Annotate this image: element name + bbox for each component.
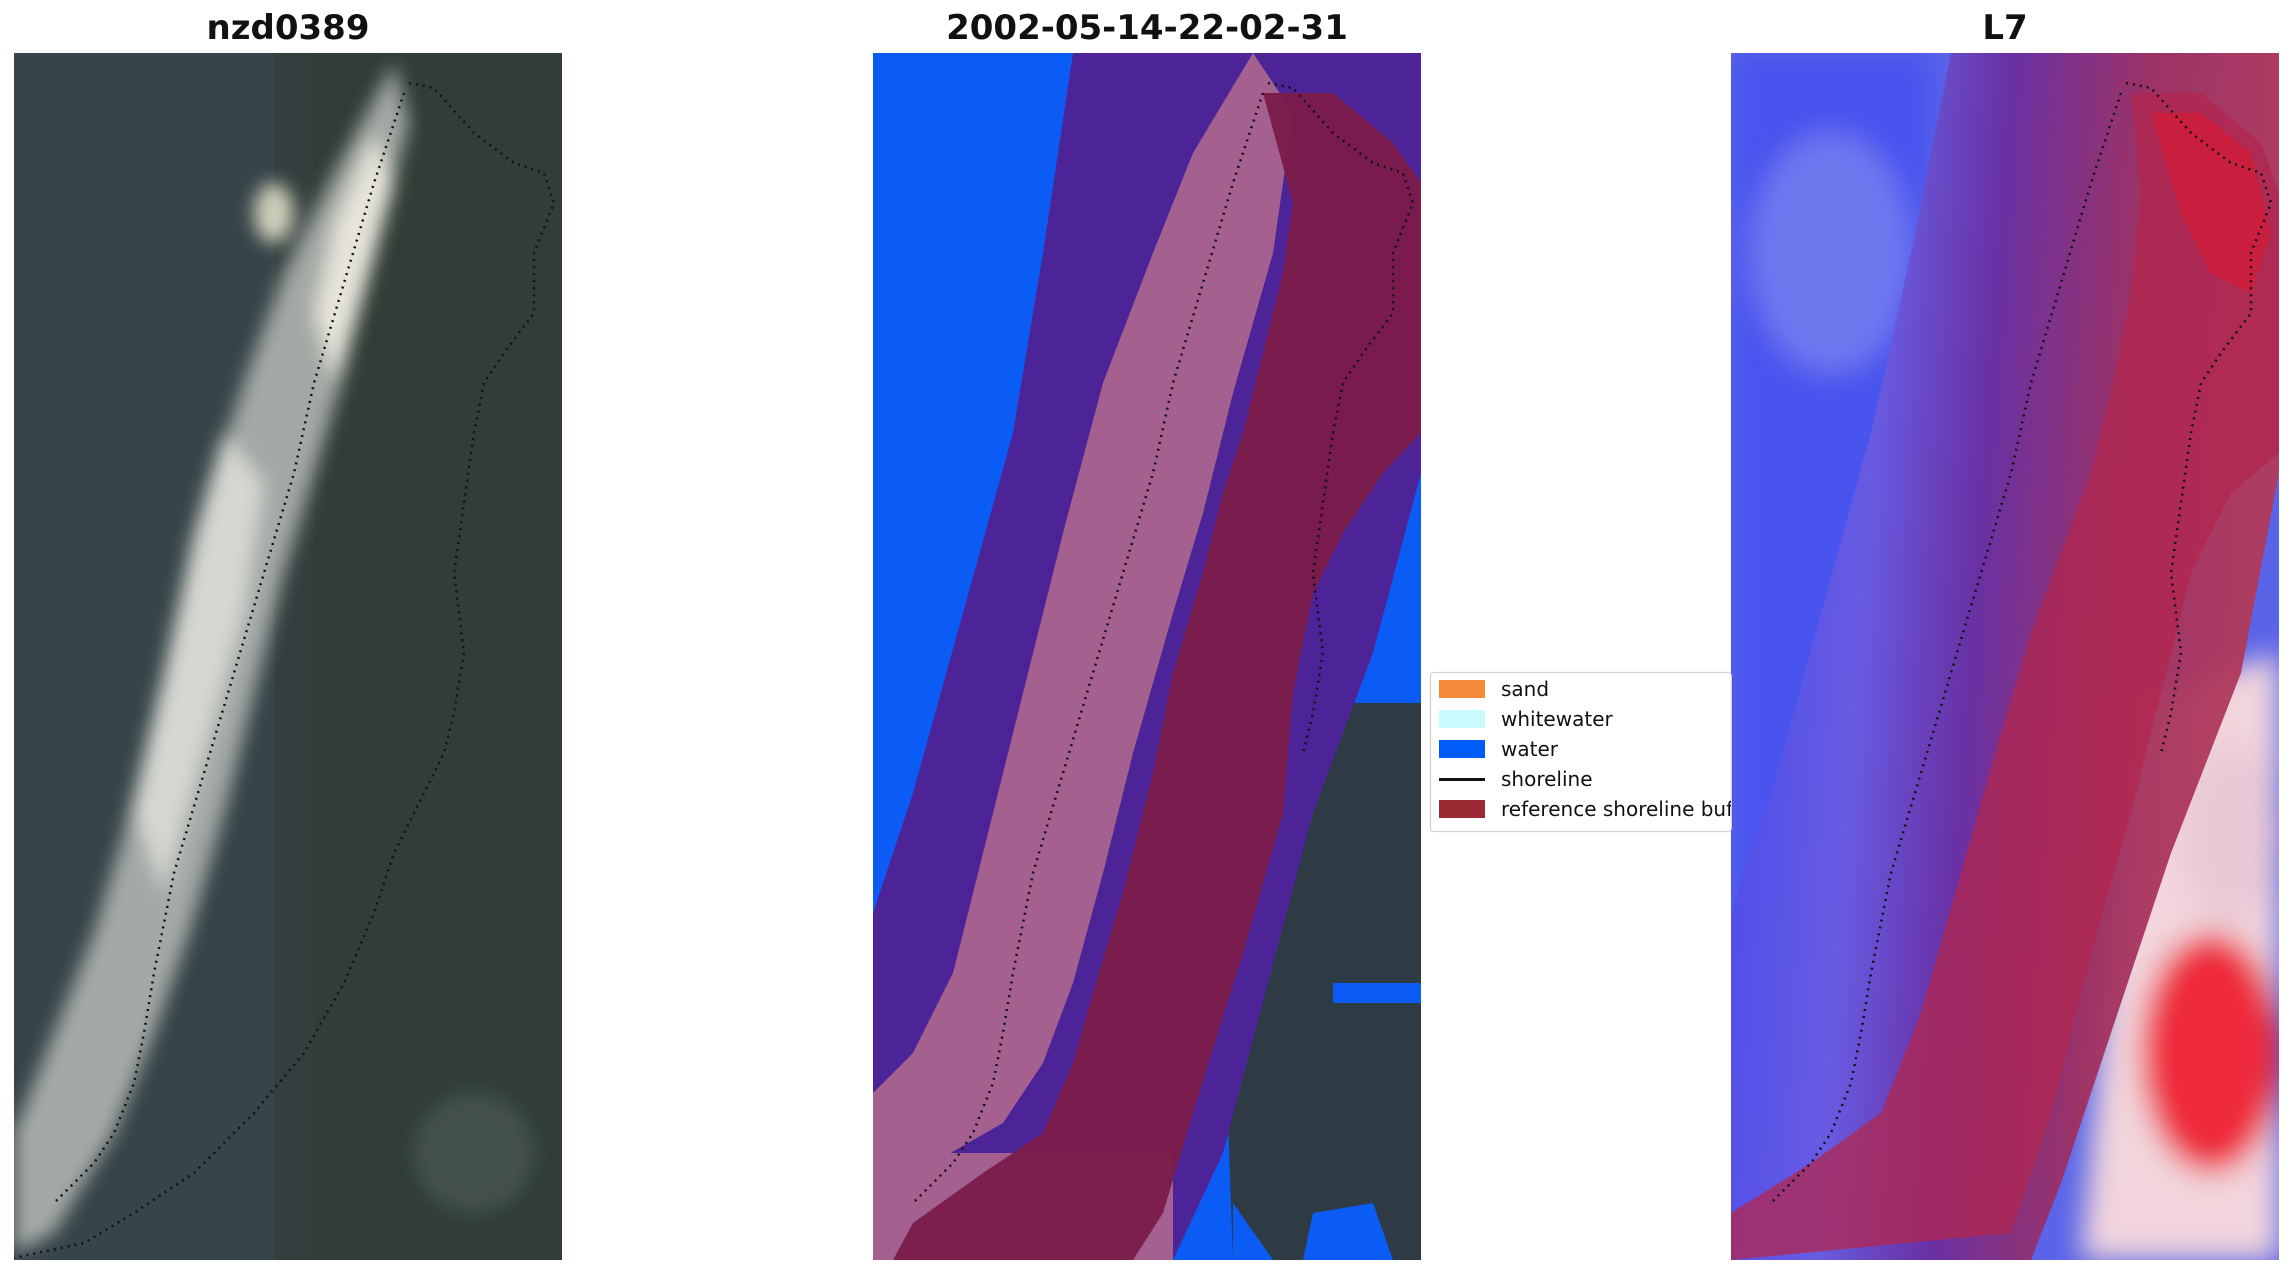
- legend-item-sand: sand: [1439, 676, 1549, 702]
- legend-line-shoreline: [1439, 777, 1485, 781]
- legend-label-water: water: [1501, 737, 1558, 761]
- panel-title-rgb: nzd0389: [206, 8, 370, 48]
- legend-label-whitewater: whitewater: [1501, 707, 1613, 731]
- classified-image: [873, 53, 1421, 1260]
- legend-swatch-reference-buffer: [1439, 800, 1485, 818]
- legend-label-sand: sand: [1501, 677, 1550, 701]
- classified-image-panel: [873, 53, 1421, 1260]
- legend-item-reference-buffer: reference shoreline buffer: [1439, 796, 1732, 822]
- legend-swatch-sand: [1439, 680, 1485, 698]
- legend-label-reference-buffer: reference shoreline buffer: [1501, 797, 1732, 821]
- legend: sand whitewater water shoreline referenc…: [1430, 672, 1732, 832]
- legend-item-whitewater: whitewater: [1439, 706, 1613, 732]
- index-image-panel: [1731, 53, 2279, 1260]
- rgb-satellite-image: [14, 53, 562, 1260]
- legend-swatch-whitewater: [1439, 710, 1485, 728]
- panel-title-ndwi: L7: [1982, 8, 2028, 48]
- legend-item-water: water: [1439, 736, 1558, 762]
- legend-label-shoreline: shoreline: [1501, 767, 1593, 791]
- index-image: [1731, 53, 2279, 1260]
- legend-item-shoreline: shoreline: [1439, 766, 1593, 792]
- legend-swatch-water: [1439, 740, 1485, 758]
- rgb-image-panel: [14, 53, 562, 1260]
- panel-title-classified: 2002-05-14-22-02-31: [946, 8, 1348, 48]
